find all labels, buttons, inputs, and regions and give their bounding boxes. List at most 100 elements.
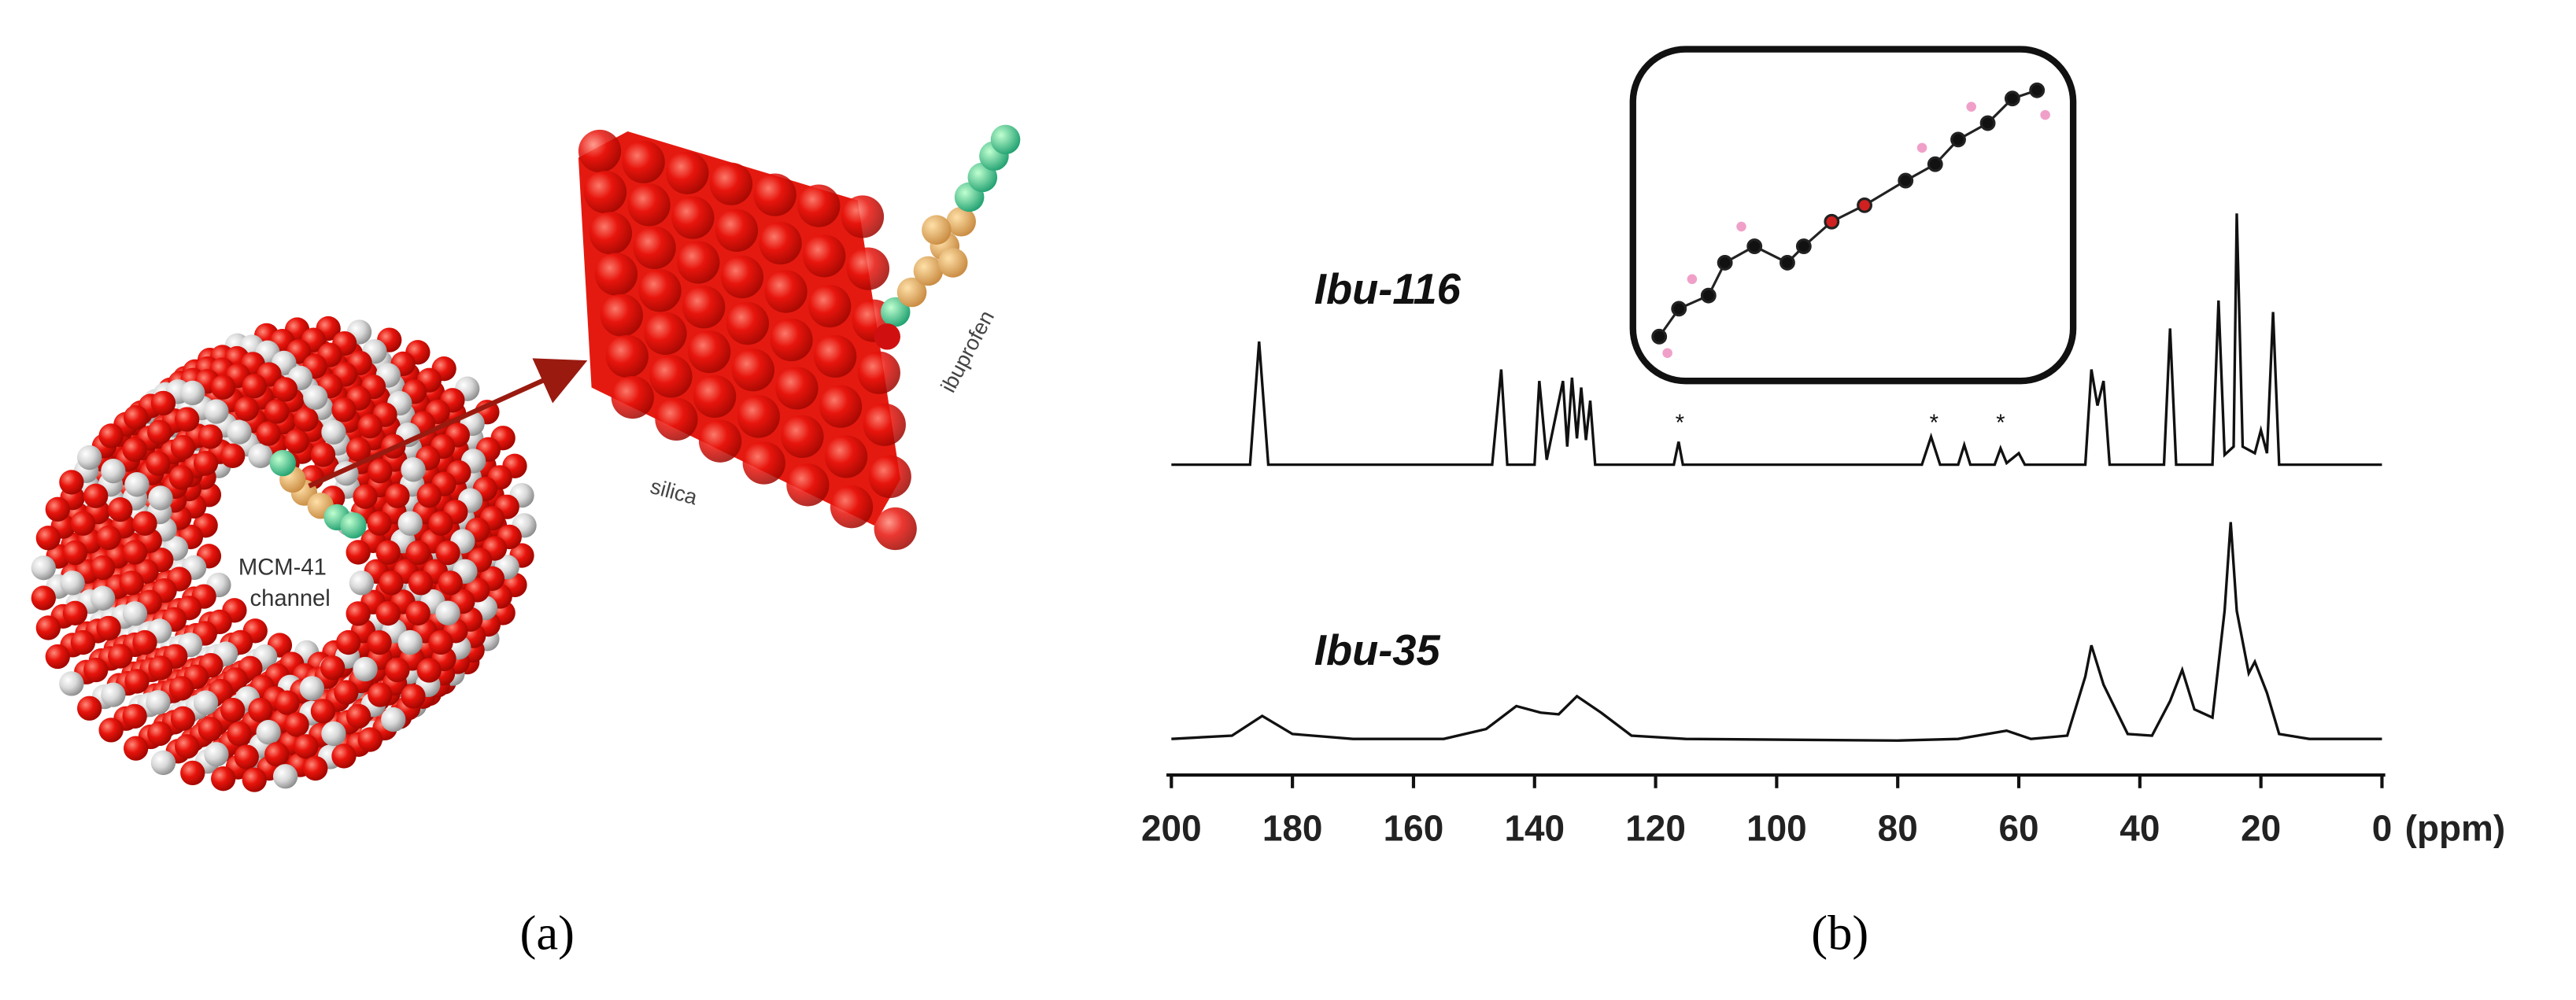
h-atom — [1736, 221, 1746, 232]
atom — [346, 703, 371, 729]
atom — [70, 511, 96, 536]
atom — [62, 600, 88, 625]
mol-atom — [1824, 213, 1840, 230]
atom — [320, 655, 346, 681]
atom — [272, 764, 298, 789]
atom — [435, 600, 460, 625]
atom — [275, 690, 300, 715]
atom — [198, 717, 223, 742]
drug-atom — [896, 277, 927, 308]
silica-atom — [786, 463, 830, 507]
atom — [210, 375, 236, 400]
silica-atom — [742, 441, 785, 485]
atom — [397, 511, 423, 536]
atom — [170, 706, 196, 731]
x-tick-label: 0 — [2372, 808, 2393, 849]
atom — [204, 399, 229, 424]
x-tick-label: 80 — [1878, 808, 1918, 849]
atom — [96, 615, 121, 641]
mol-atom — [1857, 197, 1872, 213]
atom — [31, 555, 56, 581]
atom — [242, 373, 267, 399]
atom — [299, 676, 324, 701]
atom — [59, 470, 84, 495]
mol-atom — [1700, 287, 1717, 304]
atom — [193, 451, 219, 476]
silica-atom — [688, 330, 731, 374]
drug-atom — [946, 206, 976, 237]
atom — [198, 424, 223, 449]
atom — [272, 377, 298, 402]
atom — [264, 742, 290, 767]
atom — [408, 570, 434, 596]
atom — [150, 750, 176, 776]
silica-atom — [627, 183, 671, 227]
atom — [146, 451, 171, 476]
atom — [379, 570, 404, 596]
atom — [146, 690, 171, 715]
atom — [147, 419, 172, 445]
atom — [45, 496, 70, 522]
atom — [59, 671, 84, 696]
silica-atom — [846, 247, 890, 290]
h-atom — [1662, 348, 1672, 358]
atom — [331, 744, 357, 769]
h-atom — [2040, 109, 2050, 120]
atom — [385, 483, 410, 508]
silica-atom — [737, 395, 780, 438]
atom — [248, 443, 273, 468]
silica-atom — [605, 334, 649, 378]
silica-atom — [622, 140, 665, 184]
atom — [416, 483, 442, 508]
x-tick-label: 140 — [1504, 808, 1565, 849]
silica-atom — [824, 435, 868, 478]
atom — [150, 390, 176, 416]
atom — [336, 629, 361, 655]
silica-atom — [857, 351, 900, 394]
silica-atom — [666, 151, 709, 194]
atom — [294, 734, 319, 759]
dimer-structure — [1651, 82, 2050, 358]
silica-atom — [770, 318, 813, 362]
atom — [180, 380, 205, 406]
atom — [147, 721, 172, 747]
atom — [284, 429, 309, 454]
silica-atom — [671, 196, 715, 239]
spectrum — [1171, 522, 2382, 742]
drug-atom — [913, 256, 944, 286]
atom — [405, 540, 431, 566]
atom — [148, 655, 173, 681]
atom — [175, 407, 200, 432]
atom — [122, 601, 148, 626]
atom — [256, 421, 281, 446]
mol-atom — [1780, 255, 1795, 271]
silica-atom — [578, 129, 622, 173]
mol-atom — [1795, 238, 1812, 254]
atom — [108, 497, 133, 522]
silica-atoms — [578, 129, 917, 551]
atom — [96, 525, 121, 551]
atom — [284, 712, 309, 737]
atom — [428, 511, 453, 536]
mol-atom — [1717, 255, 1733, 271]
channel-label: channel — [249, 586, 330, 611]
atom — [401, 457, 426, 482]
silica-atom — [753, 173, 796, 216]
drug-atom — [880, 297, 911, 327]
ibuprofen-molecule — [874, 124, 1021, 350]
atom — [227, 419, 252, 445]
atom — [294, 407, 319, 432]
atom — [77, 696, 102, 721]
series-label: Ibu-116 — [1314, 266, 1462, 313]
atom — [234, 397, 259, 422]
silica-atom — [797, 184, 841, 227]
atom — [124, 669, 150, 694]
dimer-inset — [1629, 46, 2077, 385]
atom — [357, 414, 383, 439]
silica-atom — [803, 234, 846, 278]
atom — [416, 658, 442, 683]
atom — [381, 707, 406, 732]
series-label: Ibu-35 — [1314, 627, 1441, 674]
silica-label: silica — [648, 474, 700, 510]
